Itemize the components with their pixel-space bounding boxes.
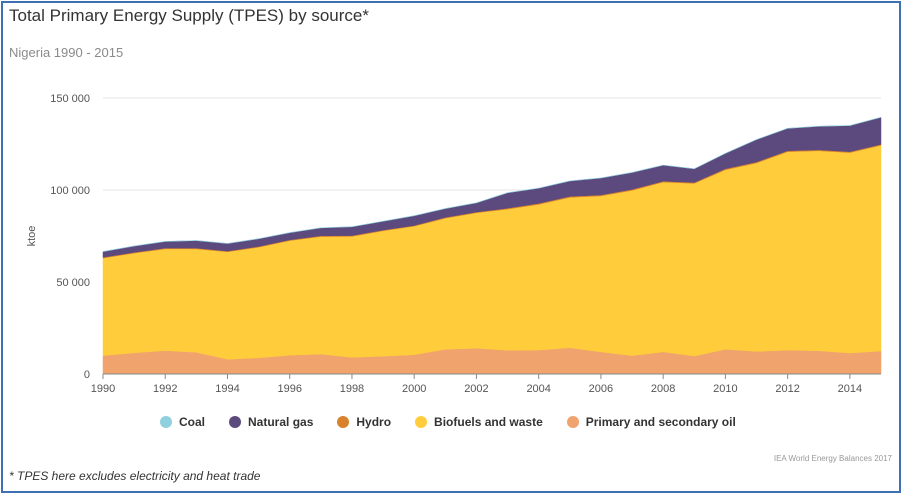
x-tick-label: 2012 xyxy=(775,383,799,395)
legend-label: Natural gas xyxy=(248,415,314,429)
y-tick-label: 100 000 xyxy=(50,185,90,197)
x-tick-label: 2000 xyxy=(402,383,426,395)
chart-legend: Coal Natural gas Hydro Biofuels and waste Pr… xyxy=(160,415,760,429)
x-tick-label: 2006 xyxy=(589,383,613,395)
legend-swatch xyxy=(160,416,172,428)
chart-title: Total Primary Energy Supply (TPES) by so… xyxy=(9,6,369,25)
x-tick-label: 1992 xyxy=(153,383,177,395)
y-tick-label: 150 000 xyxy=(50,93,90,105)
legend-item[interactable]: Coal xyxy=(160,415,205,429)
legend-swatch xyxy=(229,416,242,428)
chart-subtitle: Nigeria 1990 - 2015 xyxy=(9,45,124,60)
x-tick-label: 2008 xyxy=(651,383,675,395)
y-tick-label: 50 000 xyxy=(56,277,90,289)
x-tick-label: 2004 xyxy=(526,383,550,395)
legend-item[interactable]: Hydro xyxy=(337,415,391,429)
area-coal xyxy=(102,117,882,252)
x-tick-label: 2014 xyxy=(838,383,862,395)
legend-swatch xyxy=(415,416,428,428)
legend-label: Hydro xyxy=(356,415,392,429)
area-biofuels-and-waste xyxy=(102,144,882,360)
legend-label: Coal xyxy=(179,415,206,429)
legend-item[interactable]: Primary and secondary oil xyxy=(566,415,736,429)
data-source-credit: IEA World Energy Balances 2017 xyxy=(773,454,892,463)
x-tick-label: 1996 xyxy=(277,383,301,395)
x-tick-label: 2002 xyxy=(464,383,488,395)
legend-label: Primary and secondary oil xyxy=(585,415,736,429)
legend-item[interactable]: Natural gas xyxy=(229,415,313,429)
x-tick-label: 1990 xyxy=(91,383,115,395)
x-tick-label: 2010 xyxy=(713,383,737,395)
legend-label: Biofuels and waste xyxy=(434,415,543,429)
legend-swatch xyxy=(337,416,350,428)
legend-item[interactable]: Biofuels and waste xyxy=(415,415,543,429)
y-axis-label: ktoe xyxy=(26,226,38,247)
y-tick-label: 0 xyxy=(84,369,90,381)
legend-swatch xyxy=(566,416,579,428)
x-tick-label: 1994 xyxy=(215,383,239,395)
x-tick-label: 1998 xyxy=(340,383,364,395)
footnote: * TPES here excludes electricity and hea… xyxy=(9,469,261,483)
